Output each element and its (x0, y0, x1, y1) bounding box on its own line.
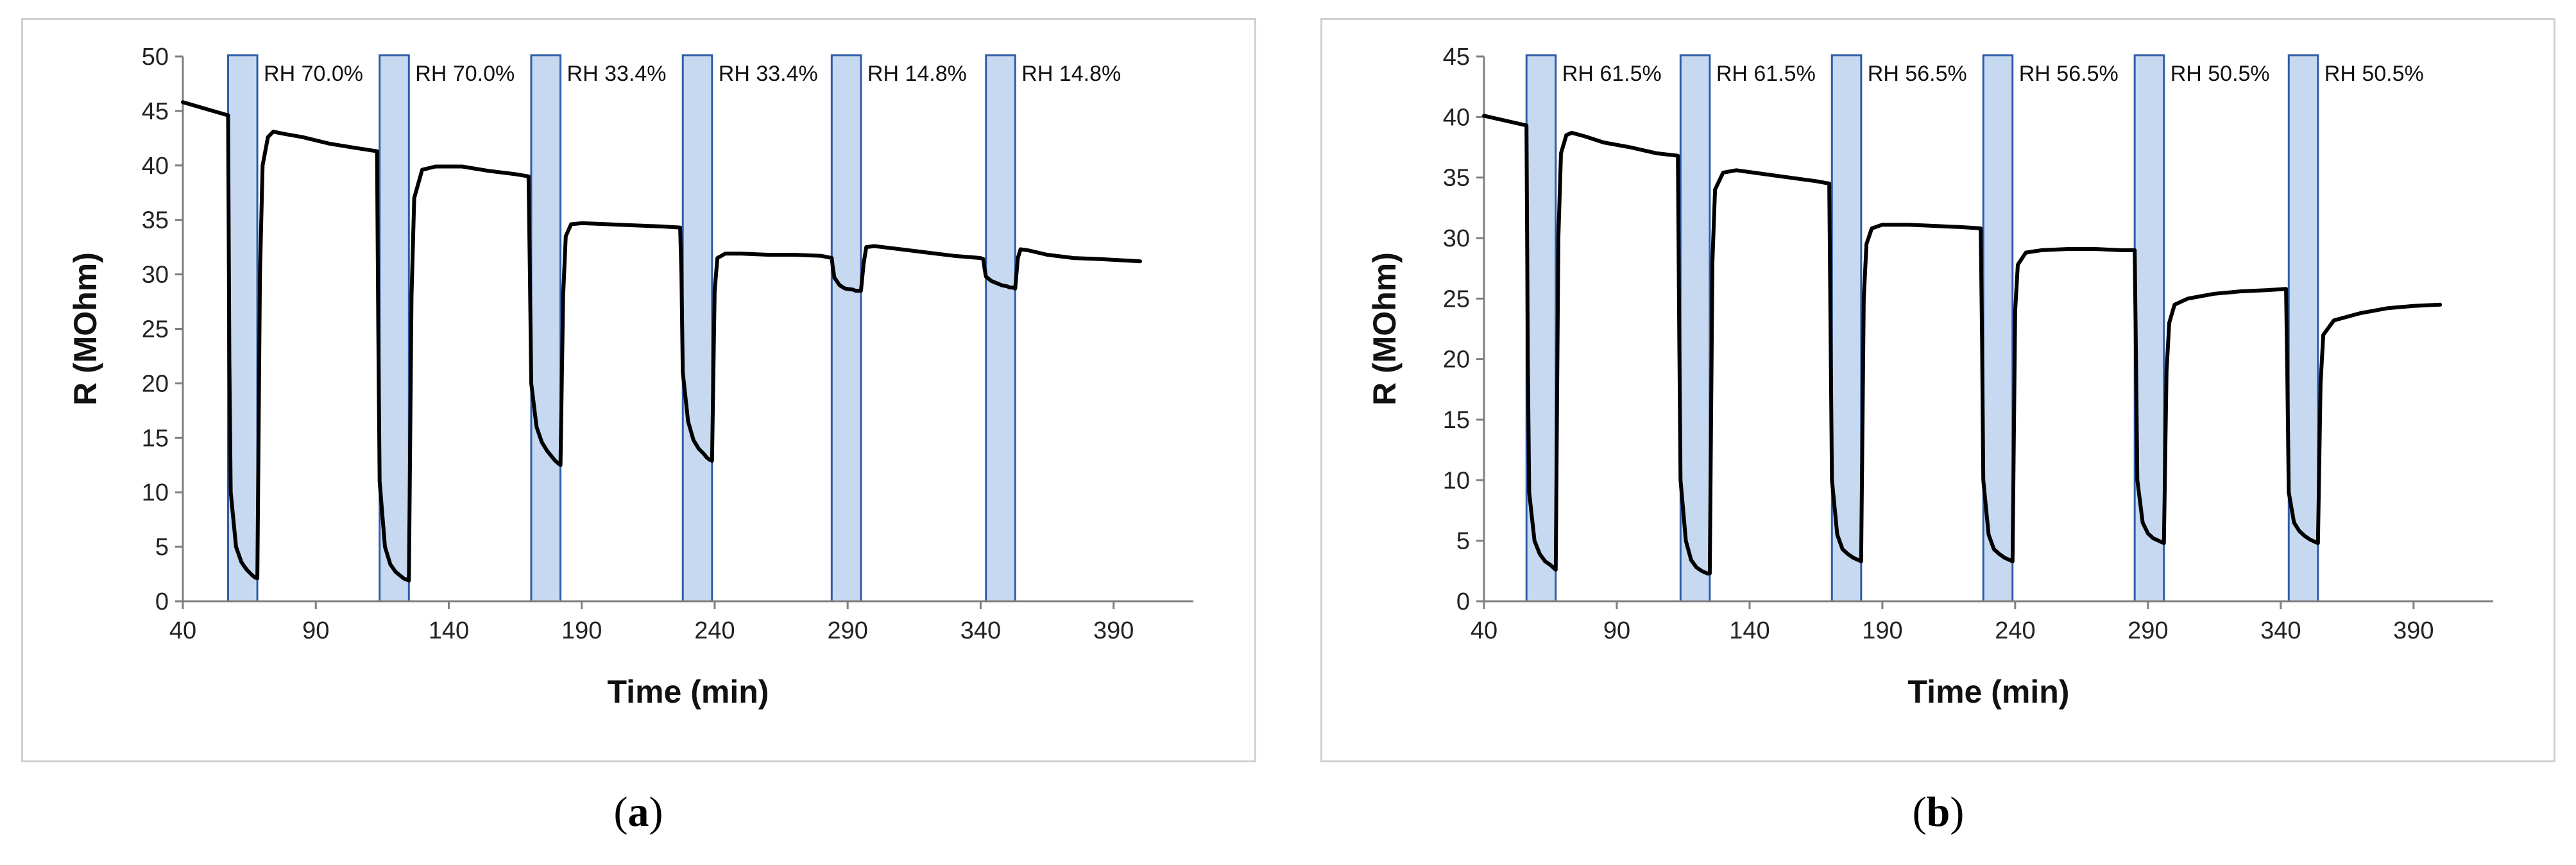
chart-a-band-4 (681, 54, 713, 603)
caption-a: (a) (574, 788, 703, 837)
chart-a-band-5 (830, 54, 862, 603)
chart-b-y-axis-title: R (MOhm) (1367, 252, 1403, 406)
chart-b-x-tick-label: 240 (1995, 617, 2035, 644)
chart-b-band-label-1: RH 61.5% (1562, 62, 1662, 86)
chart-b-band-5 (2133, 54, 2165, 603)
chart-a-y-tick-label: 25 (142, 316, 169, 343)
chart-a-y-axis-title: R (MOhm) (67, 252, 103, 406)
chart-b-x-tick-label: 190 (1862, 617, 1902, 644)
chart-b-y-tick-label: 45 (1443, 44, 1470, 71)
chart-b-x-tick-label: 390 (2393, 617, 2434, 644)
chart-a-x-tick-label: 240 (694, 617, 735, 644)
chart-a-series-line (181, 100, 1143, 583)
chart-a-band-label-2: RH 70.0% (415, 62, 515, 86)
chart-a-band-label-6: RH 14.8% (1021, 62, 1121, 86)
chart-a-x-axis-title: Time (min) (608, 674, 769, 710)
chart-b-x-axis-title: Time (min) (1908, 674, 2070, 710)
chart-a-band-2 (379, 54, 410, 603)
chart-b-x-tick-label: 90 (1603, 617, 1630, 644)
caption-a-letter: a (627, 789, 649, 835)
caption-a-open: ( (613, 789, 628, 835)
chart-b-x-tick-label: 290 (2128, 617, 2168, 644)
chart-b-band-label-5: RH 50.5% (2171, 62, 2270, 86)
chart-b-band-label-2: RH 61.5% (1716, 62, 1816, 86)
chart-b-x-tick-label: 340 (2260, 617, 2301, 644)
caption-b: (b) (1874, 788, 2002, 837)
chart-a-y-tick-label: 10 (142, 479, 169, 506)
chart-a-y-tick-label: 40 (142, 153, 169, 180)
chart-b-y-tick-label: 10 (1443, 467, 1470, 494)
chart-a-x-tick-label: 140 (429, 617, 469, 644)
chart-b-y-tick-label: 15 (1443, 407, 1470, 434)
chart-a-y-tick-label: 35 (142, 207, 169, 234)
caption-b-open: ( (1912, 789, 1927, 835)
chart-b-y-tick-label: 20 (1443, 347, 1470, 373)
chart-b-y-tick-label: 0 (1456, 588, 1470, 615)
chart-a-y-tick-label: 15 (142, 425, 169, 452)
chart-a-band-label-1: RH 70.0% (264, 62, 363, 86)
chart-b-x-tick-label: 40 (1471, 617, 1497, 644)
chart-a-y-tick-label: 0 (155, 588, 169, 615)
chart-b-y-tick-label: 30 (1443, 225, 1470, 252)
chart-a-y-tick-label: 20 (142, 370, 169, 397)
chart-b-y-tick-label: 5 (1456, 528, 1470, 555)
caption-a-close: ) (649, 789, 663, 835)
chart-b-x-tick-label: 140 (1729, 617, 1770, 644)
chart-b-y-tick-label: 25 (1443, 286, 1470, 313)
chart-a-x-tick-label: 390 (1093, 617, 1134, 644)
chart-a-band-label-3: RH 33.4% (567, 62, 667, 86)
chart-b-band-label-3: RH 56.5% (1868, 62, 1967, 86)
caption-b-letter: b (1926, 789, 1950, 835)
chart-a-y-tick-label: 50 (142, 44, 169, 71)
chart-b-y-tick-label: 35 (1443, 165, 1470, 192)
chart-b-band-label-4: RH 56.5% (2019, 62, 2119, 86)
chart-b-series-line (1482, 114, 2443, 576)
chart-a-x-tick-label: 290 (827, 617, 867, 644)
chart-a-band-6 (985, 54, 1016, 603)
chart-a-x-tick-label: 340 (960, 617, 1001, 644)
chart-a-x-tick-label: 40 (169, 617, 196, 644)
caption-b-close: ) (1950, 789, 1965, 835)
chart-a-y-tick-label: 5 (155, 534, 169, 561)
chart-a-band-label-5: RH 14.8% (867, 62, 967, 86)
chart-a-x-tick-label: 90 (302, 617, 329, 644)
chart-a-band-3 (530, 54, 562, 603)
chart-a-band-label-4: RH 33.4% (719, 62, 818, 86)
chart-b-y-tick-label: 40 (1443, 104, 1470, 131)
chart-a-x-tick-label: 190 (561, 617, 602, 644)
chart-a-y-tick-label: 45 (142, 98, 169, 125)
chart-a-y-tick-label: 30 (142, 262, 169, 289)
chart-b-band-label-6: RH 50.5% (2324, 62, 2424, 86)
